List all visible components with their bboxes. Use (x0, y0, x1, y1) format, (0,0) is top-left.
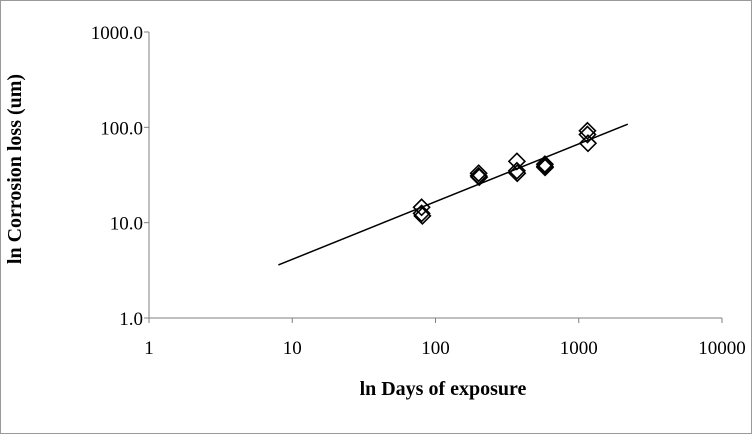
y-axis-title: ln Corrosion loss (um) (4, 74, 26, 264)
x-tick-label: 100 (421, 338, 450, 359)
x-axis-title: ln Days of exposure (360, 378, 527, 400)
x-tick-label: 10 (283, 338, 302, 359)
data-point (412, 204, 431, 223)
data-point (578, 121, 597, 140)
y-tick-label: 10.0 (110, 214, 143, 235)
y-tick-label: 1000.0 (91, 23, 143, 44)
tick-labels: 1 10 100 1000 10000 1.0 10.0 100.0 1000.0 (91, 23, 746, 359)
data-point (412, 198, 431, 217)
x-tick-label: 1 (144, 338, 154, 359)
data-point (578, 134, 598, 153)
data-point (470, 168, 489, 187)
x-tick-label: 1000 (560, 338, 598, 359)
data-point (535, 155, 554, 174)
axes (144, 31, 723, 323)
data-point (413, 206, 432, 225)
data-point (507, 161, 527, 180)
trendline (278, 123, 629, 266)
trendline-group (278, 123, 629, 266)
y-tick-label: 1.0 (119, 309, 143, 330)
data-point (469, 164, 488, 183)
data-point (508, 164, 527, 183)
data-point (535, 158, 555, 177)
x-tick-label: 10000 (698, 338, 746, 359)
data-point (507, 152, 527, 171)
data-points (412, 121, 598, 225)
y-tick-label: 100.0 (100, 118, 143, 139)
data-point (578, 125, 597, 144)
